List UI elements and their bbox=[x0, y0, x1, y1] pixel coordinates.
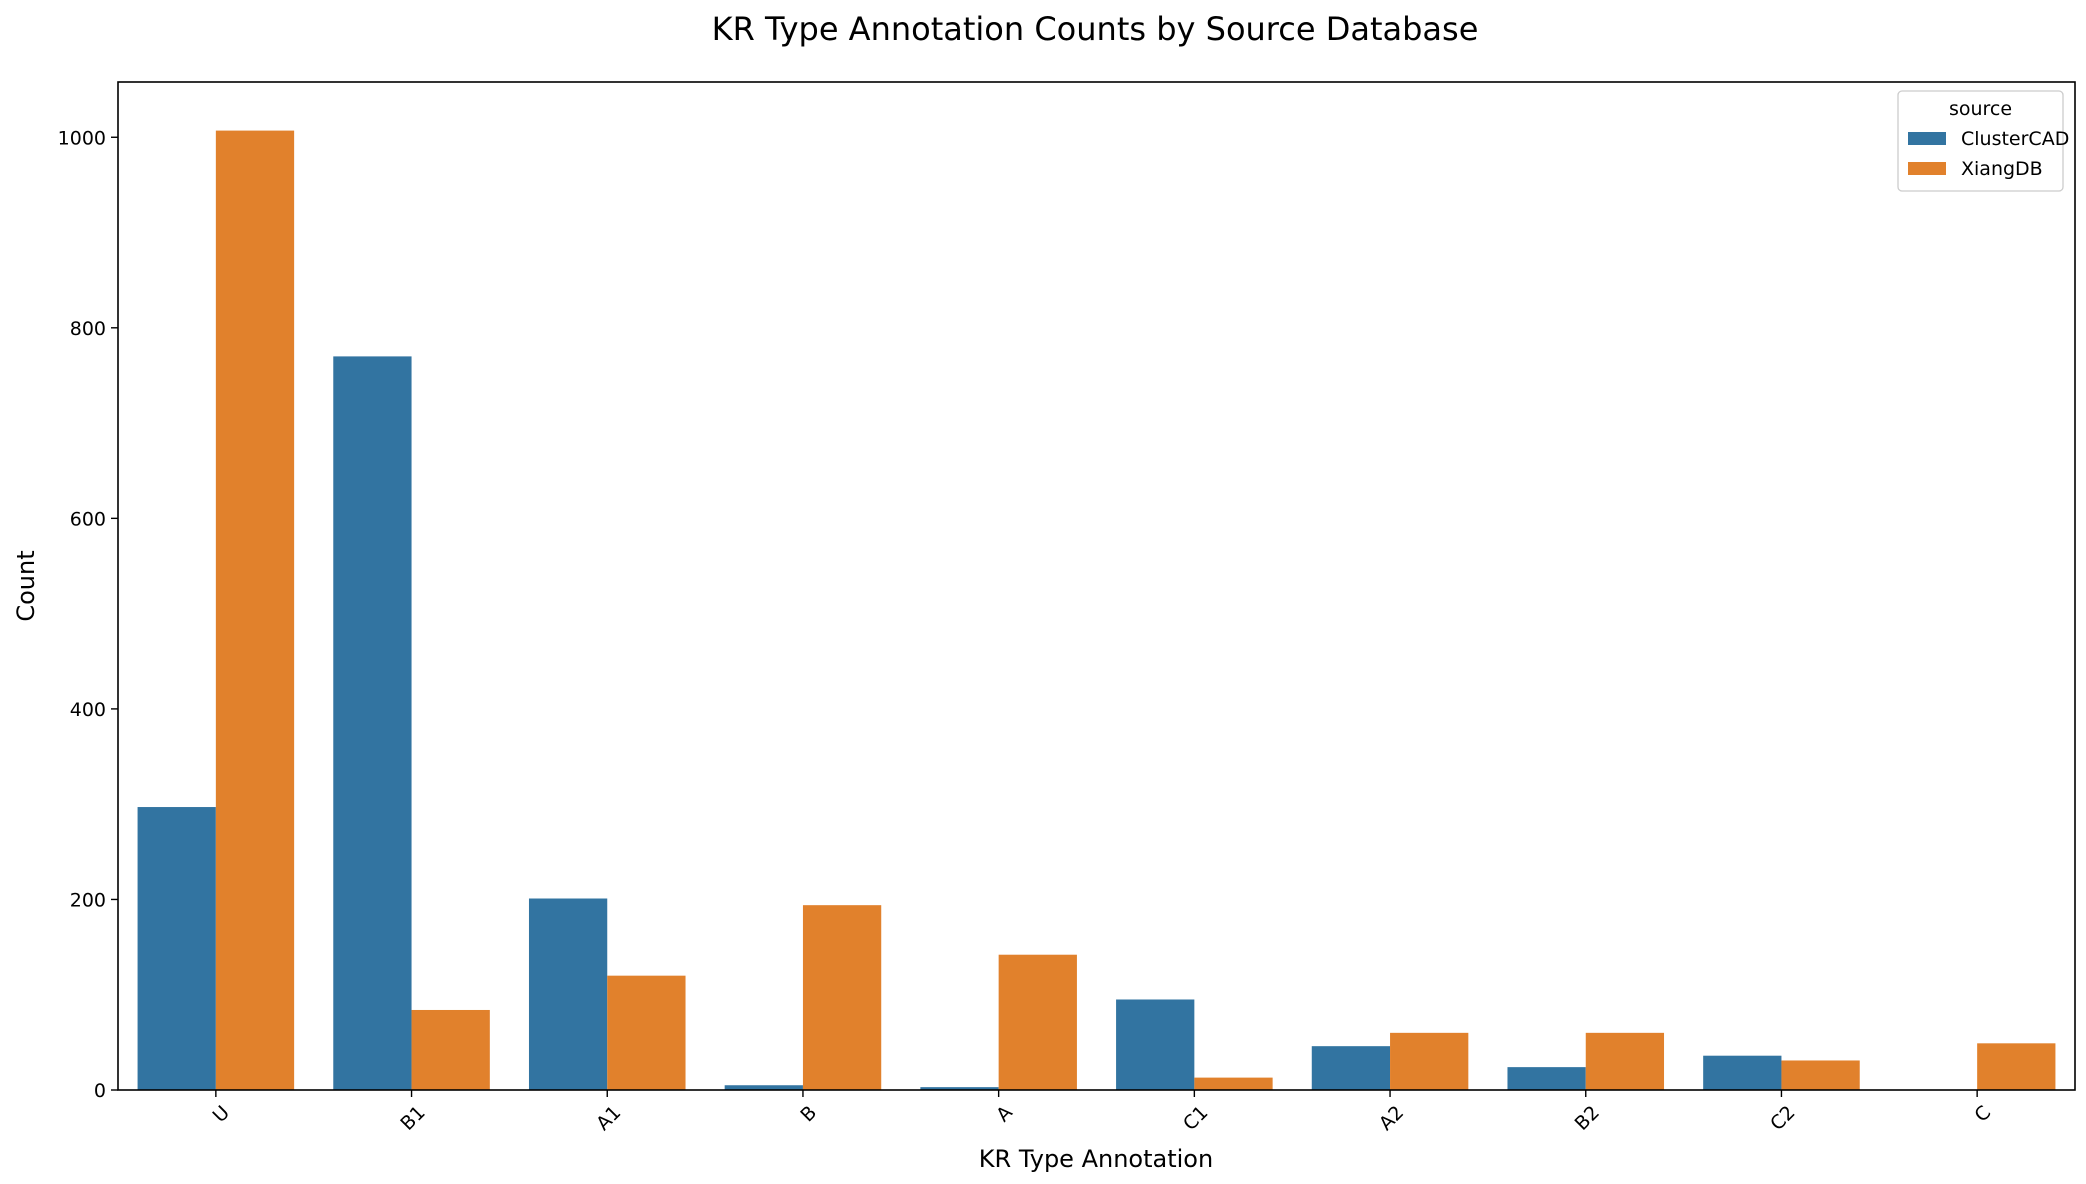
x-axis: U B1 A1 B A C1 A2 B2 C2 C bbox=[209, 1090, 1995, 1135]
x-tick-label-c2: C2 bbox=[1766, 1102, 1799, 1135]
y-axis-label: Count bbox=[12, 550, 40, 621]
bars-layer bbox=[137, 130, 2056, 1091]
bar-clustercad-a bbox=[920, 1087, 999, 1090]
bar-clustercad-b1 bbox=[333, 356, 412, 1090]
bar-xiangdb-a bbox=[998, 954, 1077, 1090]
x-tick-label-b2: B2 bbox=[1571, 1102, 1604, 1135]
bar-clustercad-a2 bbox=[1311, 1046, 1391, 1090]
legend-swatch-xiangdb bbox=[1908, 162, 1946, 175]
bar-xiangdb-b bbox=[802, 905, 882, 1090]
bar-xiangdb-a2 bbox=[1390, 1032, 1469, 1090]
y-tick-label: 400 bbox=[70, 699, 106, 721]
legend-title: source bbox=[1949, 98, 2012, 120]
plot-frame bbox=[117, 81, 2076, 1091]
x-axis-label: KR Type Annotation bbox=[979, 1145, 1213, 1173]
bar-clustercad-c1 bbox=[1116, 999, 1195, 1090]
bar-clustercad-c2 bbox=[1703, 1055, 1782, 1090]
y-tick-label: 1000 bbox=[58, 127, 106, 149]
bar-xiangdb-b2 bbox=[1585, 1032, 1665, 1090]
legend: source ClusterCAD XiangDB bbox=[1897, 90, 2069, 192]
bar-xiangdb-a1 bbox=[607, 975, 686, 1090]
x-tick-label-b1: B1 bbox=[396, 1102, 429, 1135]
y-tick-label: 800 bbox=[70, 318, 106, 340]
bar-clustercad-b bbox=[724, 1085, 803, 1090]
y-tick-label: 0 bbox=[94, 1080, 106, 1102]
bar-clustercad-a1 bbox=[528, 898, 608, 1090]
bar-clustercad-b2 bbox=[1507, 1067, 1586, 1090]
y-tick-label: 600 bbox=[70, 508, 106, 530]
x-tick-label-a1: A1 bbox=[592, 1102, 625, 1135]
bar-xiangdb-c1 bbox=[1194, 1077, 1273, 1090]
x-tick-label-c: C bbox=[1970, 1102, 1995, 1127]
y-tick-label: 200 bbox=[70, 889, 106, 911]
y-axis: 0 200 400 600 800 1000 bbox=[58, 127, 118, 1102]
bar-xiangdb-c2 bbox=[1781, 1060, 1860, 1090]
legend-label-clustercad: ClusterCAD bbox=[1961, 128, 2069, 150]
chart-title: KR Type Annotation Counts by Source Data… bbox=[712, 10, 1479, 48]
bar-xiangdb-b1 bbox=[411, 1009, 490, 1090]
x-tick-label-c1: C1 bbox=[1179, 1102, 1212, 1135]
x-tick-label-b: B bbox=[796, 1102, 821, 1127]
legend-swatch-clustercad bbox=[1908, 132, 1946, 145]
x-tick-label-u: U bbox=[209, 1102, 234, 1127]
bar-xiangdb-u bbox=[215, 130, 295, 1091]
x-tick-label-a2: A2 bbox=[1375, 1102, 1408, 1135]
bar-clustercad-u bbox=[137, 807, 216, 1090]
x-tick-label-a: A bbox=[992, 1102, 1017, 1127]
legend-label-xiangdb: XiangDB bbox=[1961, 158, 2043, 180]
bar-xiangdb-c bbox=[1977, 1043, 2056, 1090]
